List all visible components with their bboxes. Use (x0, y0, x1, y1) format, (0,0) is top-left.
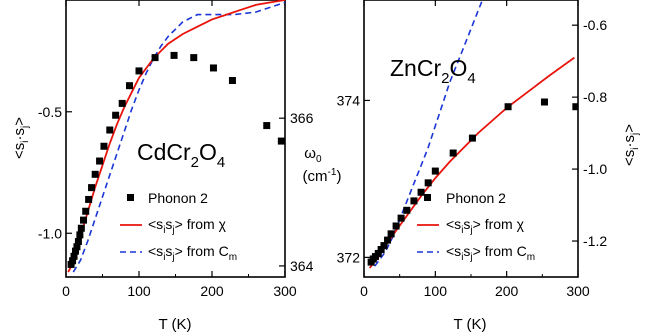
right-phonon-point (540, 98, 548, 106)
right-phonon-point (377, 246, 385, 254)
right-y-right-tick-label: -1.2 (583, 233, 607, 249)
left-phonon-point (73, 243, 81, 251)
right-phonon-point (374, 249, 382, 257)
right-phonon-point (424, 179, 432, 187)
right-phonon-point (417, 188, 425, 196)
left-phonon-point (277, 137, 285, 145)
right-phonon-point (468, 134, 476, 142)
right-phonon-point (387, 230, 395, 238)
left-phonon-point (151, 54, 159, 62)
left-phonon-point (135, 67, 143, 75)
right-y-left-tick-label: 374 (337, 92, 361, 108)
left-compound-label: CdCr2O4 (137, 139, 225, 171)
right-chi-line (368, 56, 575, 269)
right-phonon-point (410, 197, 418, 205)
left-phonon-point (74, 238, 82, 246)
left-phonon-point (209, 64, 217, 72)
right-legend: Phonon 2 <sisj> from χ <sisj> from Cm (417, 190, 535, 263)
left-ylabel-right: ω0 (cm-1) (303, 145, 342, 185)
right-phonon-point (384, 236, 392, 244)
left-phonon-point (126, 82, 134, 90)
left-chi-line (67, 0, 285, 273)
right-xlabel: T (K) (453, 316, 486, 333)
right-x-tick-label: 100 (424, 283, 448, 299)
left-legend-label-phonon: Phonon 2 (148, 190, 208, 206)
right-ticks: 0 100 200 300 372 374 -1.2 -1.0 -0.8 -0.6 (337, 0, 607, 299)
left-phonon-point (91, 170, 99, 178)
right-y-right-tick-label: -0.6 (583, 17, 607, 33)
right-y-right-tick-label: -0.8 (583, 89, 607, 105)
left-x-tick-label: 200 (200, 283, 224, 299)
left-y-right-tick-label: 366 (290, 110, 314, 126)
right-x-tick-label: 0 (360, 283, 368, 299)
right-x-tick-label: 200 (495, 283, 519, 299)
right-x-tick-label: 300 (566, 283, 590, 299)
right-legend-label-cm: <sisj> from Cm (446, 243, 535, 263)
left-phonon-point (112, 111, 120, 119)
right-y-left-tick-label: 372 (337, 249, 361, 265)
left-x-tick-label: 0 (62, 283, 70, 299)
left-phonon-point (70, 252, 78, 260)
right-legend-marker-phonon (424, 194, 431, 201)
left-phonon-points (67, 51, 285, 268)
left-y-right-tick-label: 364 (290, 258, 314, 274)
right-phonon-point (572, 103, 578, 111)
left-phonon-point (228, 77, 236, 85)
left-phonon-point (69, 257, 77, 265)
left-phonon-point (77, 224, 85, 232)
left-panel: 0 100 200 300 -1.0 -0.5 364 366 CdCr2O4 Phonon … (11, 0, 341, 333)
left-xlabel: T (K) (158, 316, 191, 333)
left-phonon-point (88, 184, 96, 192)
left-y-left-tick-label: -1.0 (38, 225, 62, 241)
left-legend-label-cm: <sisj> from Cm (148, 243, 237, 263)
left-legend-label-chi: <sisj> from χ (148, 216, 227, 236)
left-legend-marker-phonon (127, 194, 134, 201)
left-phonon-point (76, 231, 84, 239)
right-legend-label-chi: <sisj> from χ (446, 216, 525, 236)
right-compound-label: ZnCr2O4 (390, 55, 476, 87)
right-phonon-point (380, 242, 388, 250)
left-legend: Phonon 2 <sisj> from χ <sisj> from Cm (120, 190, 237, 263)
left-x-tick-label: 100 (127, 283, 151, 299)
left-phonon-point (85, 195, 93, 203)
left-phonon-point (96, 157, 104, 165)
right-phonon-point (392, 222, 400, 230)
left-phonon-point (118, 99, 126, 107)
right-phonon-point (449, 149, 457, 157)
left-phonon-point (82, 207, 90, 215)
left-ylabel-left: <si·sj> (11, 117, 31, 159)
left-phonon-point (170, 51, 178, 59)
right-phonon-points (367, 98, 578, 266)
left-phonon-point (67, 260, 75, 268)
left-phonon-point (106, 126, 114, 134)
right-phonon-point (397, 214, 405, 222)
left-phonon-point (71, 247, 79, 255)
left-phonon-point (80, 216, 88, 224)
right-phonon-point (403, 206, 411, 214)
left-phonon-point (100, 142, 108, 150)
left-y-left-tick-label: -0.5 (38, 104, 62, 120)
right-legend-label-phonon: Phonon 2 (446, 190, 506, 206)
right-panel: 0 100 200 300 372 374 -1.2 -1.0 -0.8 -0.6 ZnCr2O4… (337, 0, 641, 333)
right-ylabel-right: <si·sj> (621, 124, 641, 166)
right-phonon-point (431, 167, 439, 175)
left-x-tick-label: 300 (273, 283, 297, 299)
left-phonon-point (190, 54, 198, 62)
right-y-right-tick-label: -1.0 (583, 161, 607, 177)
right-phonon-point (504, 103, 512, 111)
left-phonon-point (263, 122, 271, 130)
left-ticks: 0 100 200 300 -1.0 -0.5 364 366 (38, 0, 314, 299)
